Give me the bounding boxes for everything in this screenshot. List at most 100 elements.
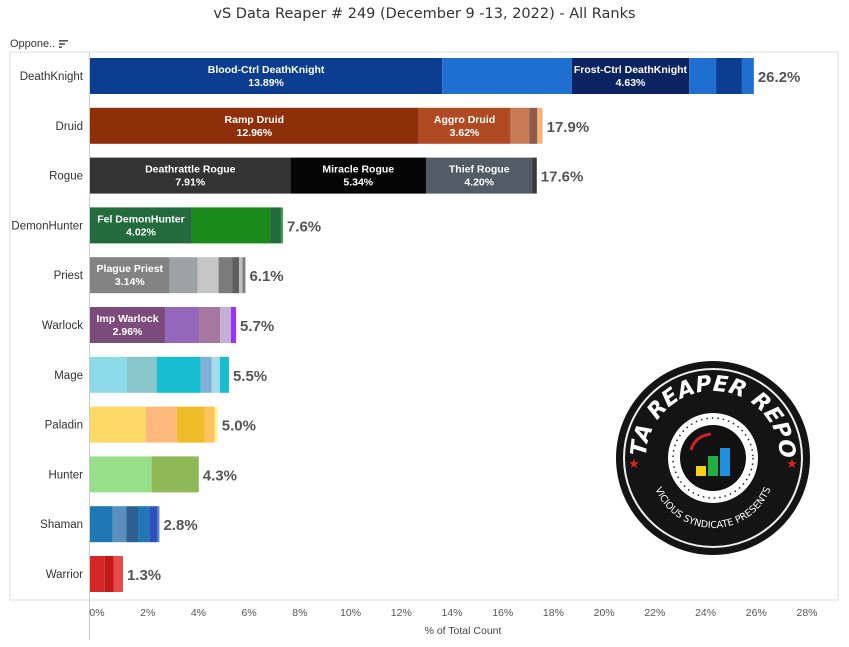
bar-segment[interactable]: [242, 257, 246, 294]
star-icon: ★: [786, 456, 798, 471]
total-label: 6.1%: [249, 268, 283, 285]
bar-row-mage[interactable]: Mage 5.5%: [54, 356, 267, 393]
bar-segment[interactable]: [90, 307, 166, 343]
bar-segment[interactable]: [90, 406, 146, 443]
logo-dots: [672, 417, 754, 499]
bar-row-shaman[interactable]: Shaman 2.8%: [40, 506, 198, 543]
bar-segment[interactable]: [191, 207, 271, 244]
segment-value-label: 12.96%: [237, 127, 273, 139]
bar-segment[interactable]: [156, 356, 201, 393]
bar-segment[interactable]: [138, 506, 150, 543]
x-tick-label: 4%: [191, 607, 206, 619]
bar-segment[interactable]: [442, 58, 572, 94]
bar-segment[interactable]: [199, 307, 221, 343]
x-tick-label: 20%: [594, 607, 615, 619]
segment-label: Blood-Ctrl DeathKnight: [208, 64, 325, 76]
bar-segment[interactable]: [157, 506, 160, 543]
bar-segment[interactable]: [104, 556, 114, 592]
bar-segment[interactable]: [218, 257, 233, 294]
bar-segment[interactable]: [537, 107, 543, 144]
x-tick-label: 0%: [89, 607, 104, 619]
bar-segment[interactable]: [197, 257, 219, 294]
category-label: Paladin: [45, 420, 83, 432]
bar-segment[interactable]: [204, 406, 215, 443]
bar-segment[interactable]: [689, 58, 717, 94]
row-header[interactable]: Oppone..: [10, 38, 69, 50]
bar-segment[interactable]: [90, 556, 105, 592]
bar-segment[interactable]: [165, 307, 200, 343]
bar-segment[interactable]: [220, 307, 231, 343]
bar-segment[interactable]: [211, 356, 220, 393]
bar-segment[interactable]: [90, 157, 291, 194]
bar-segment[interactable]: [510, 107, 530, 144]
plot-border: [9, 51, 839, 601]
x-axis: 0% 2% 4% 6% 8% 10% 12% 14% 16% 18% 20% 22% 24% 26% 28%…: [89, 607, 817, 637]
bar-segment[interactable]: [214, 406, 218, 443]
bar-segment[interactable]: [230, 307, 237, 343]
bar-segment[interactable]: [149, 506, 158, 543]
bar-segment[interactable]: [113, 556, 123, 592]
bar-row-warrior[interactable]: Warrior 1.3%: [46, 556, 161, 592]
bar-segment[interactable]: [169, 257, 198, 294]
bar-row-hunter[interactable]: Hunter 4.3%: [48, 456, 237, 493]
bar-segment[interactable]: [126, 506, 139, 543]
bar-segment[interactable]: [532, 157, 537, 194]
segment-value-label: 2.96%: [113, 326, 143, 338]
bar-segment[interactable]: [280, 207, 283, 244]
bar-segment[interactable]: [425, 157, 533, 194]
sort-icon[interactable]: [59, 39, 69, 49]
row-header-label: Oppone..: [10, 38, 56, 50]
bar-segment[interactable]: [529, 107, 538, 144]
bar-segment[interactable]: [290, 157, 426, 194]
bar-segment[interactable]: [239, 257, 243, 294]
bar-segment[interactable]: [90, 356, 128, 393]
bar-segment[interactable]: [418, 107, 511, 144]
bar-segment[interactable]: [232, 257, 240, 294]
total-label: 4.3%: [203, 467, 237, 484]
x-tick-label: 26%: [746, 607, 767, 619]
bar-segment[interactable]: [200, 356, 212, 393]
category-label: Mage: [54, 370, 83, 382]
x-tick-label: 2%: [140, 607, 155, 619]
chart-title: vS Data Reaper # 249 (December 9 -13, 20…: [213, 6, 636, 22]
x-tick-label: 14%: [441, 607, 462, 619]
x-tick-label: 16%: [492, 607, 513, 619]
bar-segment[interactable]: [571, 58, 690, 94]
bar-segment[interactable]: [90, 107, 419, 144]
bar-segment[interactable]: [90, 506, 113, 543]
bar-segment[interactable]: [151, 456, 199, 493]
bar-segment[interactable]: [90, 257, 170, 294]
bar-segment[interactable]: [127, 356, 157, 393]
bar-segment[interactable]: [90, 58, 443, 94]
bar-segment[interactable]: [219, 356, 229, 393]
total-label: 5.7%: [240, 318, 274, 335]
category-label: Warlock: [42, 320, 83, 332]
total-label: 1.3%: [127, 567, 161, 584]
bar-segment[interactable]: [90, 207, 192, 244]
category-label: Rogue: [49, 171, 83, 183]
total-label: 5.0%: [222, 418, 256, 435]
bar-segment[interactable]: [176, 406, 205, 443]
bar-segment[interactable]: [716, 58, 742, 94]
scythe-icon: [689, 432, 712, 451]
bar-row-paladin[interactable]: Paladin 5.0%: [45, 406, 256, 443]
segment-value-label: 3.14%: [115, 276, 145, 288]
segment-value-label: 4.63%: [616, 77, 646, 89]
category-label: Hunter: [48, 469, 83, 481]
bar-segment[interactable]: [112, 506, 127, 543]
bar-segment[interactable]: [90, 456, 152, 493]
segment-label: Thief Rogue: [449, 164, 510, 176]
bar-segment[interactable]: [270, 207, 281, 244]
segment-label: Fel DemonHunter: [97, 213, 185, 225]
bar-segment[interactable]: [145, 406, 177, 443]
bar-segment[interactable]: [741, 58, 754, 94]
x-tick-label: 22%: [644, 607, 665, 619]
